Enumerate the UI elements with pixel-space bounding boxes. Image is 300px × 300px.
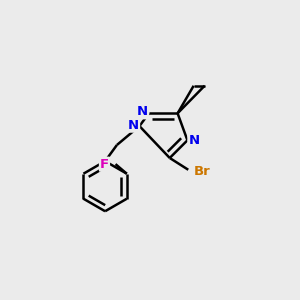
Text: N: N [188,134,200,147]
Text: N: N [128,119,139,132]
Text: F: F [100,158,109,171]
Text: N: N [137,105,148,118]
Text: Br: Br [194,165,211,178]
